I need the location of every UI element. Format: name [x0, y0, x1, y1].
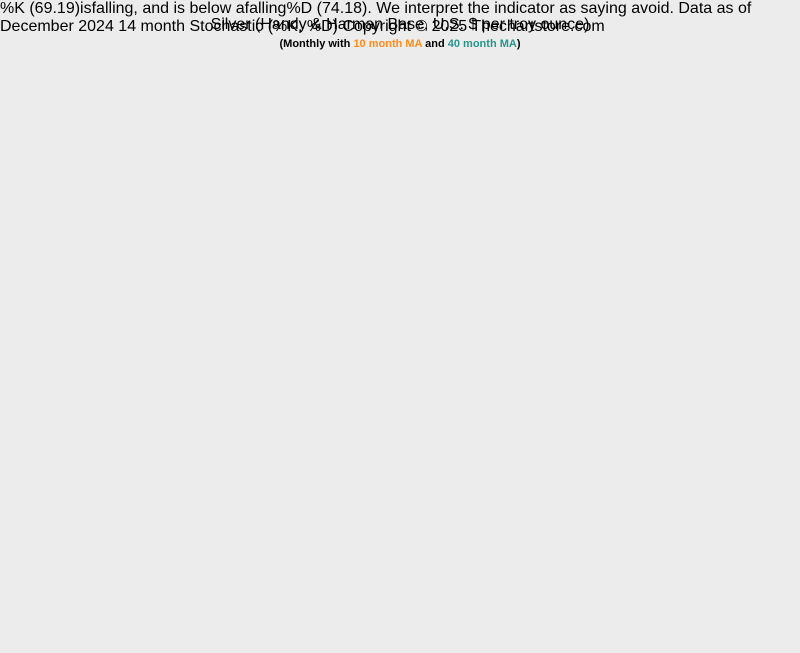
indicator-annotation: %K (69.19)isfalling, and is below afalli…: [0, 0, 678, 17]
interpretation-line-1: We interpret the indicator: [376, 0, 555, 17]
stochastic-title-d: %D: [306, 18, 333, 35]
stochastic-title-prefix: 14 month Stochastic (: [118, 18, 274, 35]
falling-word-2: falling: [244, 0, 287, 17]
is-word: is: [80, 0, 92, 17]
copyright-text: Copyright © 2025 Thechartstore.com: [342, 18, 605, 35]
main-chart-subtitle: (Monthly with 10 month MA and 40 month M…: [280, 38, 521, 50]
stochastic-title-suffix: ): [332, 18, 338, 35]
interpretation-line-2: as saying avoid.: [559, 0, 674, 17]
subtitle-prefix: (Monthly with: [280, 38, 354, 50]
stochastic-title-k: %K: [273, 18, 298, 35]
subtitle-ma10: 10 month MA: [353, 38, 422, 50]
main-chart-title: Silver (Handy & Harman Base, U.S. $ per …: [211, 16, 590, 33]
annotation-line-2: below afalling%D (74.18).: [189, 0, 371, 17]
data-as-of-label: Data as of December 2024: [0, 0, 752, 35]
k-value-label: %K (69.19): [0, 0, 81, 17]
and-is-text: , and is: [133, 0, 186, 17]
stochastic-title: 14 month Stochastic (%K, %D): [118, 18, 338, 35]
stochastic-plot-area: 1009080706050403020100 10090807060504030…: [342, 18, 604, 35]
subtitle-mid: and: [422, 38, 448, 50]
stochastic-title-comma: ,: [297, 18, 307, 35]
price-plot-area: 62.0033.9018.5010.105.503.00 62.0033.901…: [0, 0, 751, 35]
falling-word-1: falling: [91, 0, 134, 17]
below-a-text: below a: [189, 0, 245, 17]
subtitle-ma40: 40 month MA: [448, 38, 517, 50]
d-value-label: %D (74.18).: [286, 0, 372, 17]
annotation-line-1: %K (69.19)isfalling, and is: [0, 0, 185, 17]
subtitle-suffix: ): [517, 38, 521, 50]
